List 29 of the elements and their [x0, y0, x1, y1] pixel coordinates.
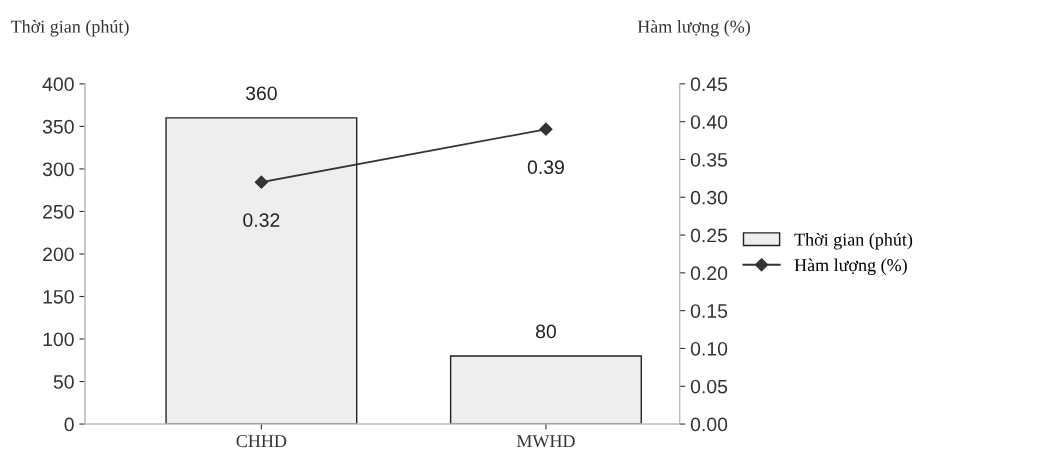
y2-tick-label: 0.45: [690, 77, 728, 92]
data-label: 0.32: [243, 213, 280, 227]
y2-tick-label: 0.15: [690, 304, 728, 318]
y2-tick-label: 0.05: [690, 379, 728, 394]
y2-tick-label: 0.20: [690, 266, 728, 281]
y2-tick-label: 0.25: [690, 228, 728, 243]
y-axis-title: Thời gian (phút): [10, 20, 129, 37]
data-label: 0.39: [527, 160, 564, 175]
y2-axis-title: Hàm lượng (%): [637, 20, 750, 37]
y-tick-label: 250: [43, 204, 74, 219]
y2-tick-label: 0.30: [690, 190, 728, 205]
y2-tick-label: 0.00: [690, 417, 728, 432]
y2-tick-label: 0.35: [690, 152, 728, 167]
legend-label: Thời gian (phút): [794, 233, 913, 250]
x-tick-label: MWHD: [516, 435, 575, 448]
y-tick-label: 100: [43, 332, 74, 347]
data-label: 80: [535, 324, 556, 339]
y-tick-label: 50: [53, 375, 74, 389]
y-tick-label: 400: [42, 77, 74, 92]
y-tick-label: 350: [42, 119, 74, 134]
x-tick-label: CHHD: [236, 435, 287, 448]
data-label: 360: [245, 86, 277, 101]
y2-tick-label: 0.10: [690, 341, 728, 356]
legend-label: Hàm lượng (%): [794, 258, 907, 276]
y-tick-label: 150: [43, 289, 74, 304]
y-tick-label: 200: [43, 247, 74, 262]
y2-tick-label: 0.40: [690, 115, 728, 129]
y-tick-label: 0: [64, 417, 74, 432]
y-tick-label: 300: [42, 162, 74, 177]
